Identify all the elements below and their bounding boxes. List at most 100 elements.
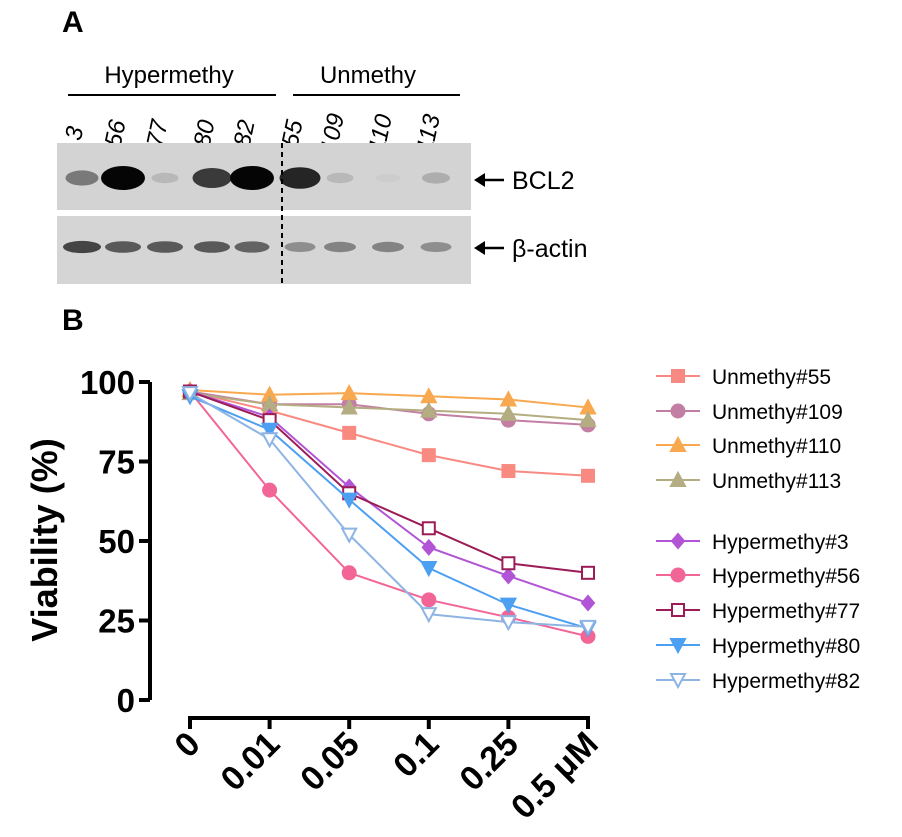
x-axis: 0 0.01 0.05 0.1 0.250.5 μM xyxy=(167,716,606,827)
legend-label: Hypermethy#3 xyxy=(712,531,849,554)
blot-band xyxy=(234,241,270,253)
legend-label: Hypermethy#77 xyxy=(712,600,860,623)
legend-marker xyxy=(671,603,685,617)
y-tick-label: 50 xyxy=(98,523,135,560)
data-point xyxy=(580,594,596,612)
legend-item: Hypermethy#80 xyxy=(656,635,860,658)
legend-item: Unmethy#113 xyxy=(656,470,841,493)
data-point xyxy=(260,432,279,449)
legend-item: Unmethy#110 xyxy=(656,435,841,458)
y-axis-label: Viability (%) xyxy=(24,438,65,641)
legend: Unmethy#55 Unmethy#109 Unmethy#110 Unmethy#… xyxy=(656,366,860,693)
y-tick-label: 100 xyxy=(80,364,135,401)
lane-label: 3 xyxy=(60,123,89,142)
band-label-bcl2: BCL2 xyxy=(512,167,575,195)
legend-label: Hypermethy#82 xyxy=(712,670,860,693)
data-point xyxy=(262,482,278,498)
legend-item: Hypermethy#56 xyxy=(656,565,860,588)
x-tick-label: 0.1 xyxy=(386,725,446,785)
series-unmethy-113 xyxy=(181,384,597,428)
legend-marker xyxy=(669,435,687,452)
data-point xyxy=(181,386,199,403)
data-point xyxy=(581,565,595,580)
arrow-head-actin xyxy=(474,241,485,255)
legend-marker xyxy=(669,470,687,487)
legend-item: Hypermethy#77 xyxy=(656,600,860,623)
x-tick-label: 0.05 xyxy=(293,725,367,799)
series-line xyxy=(189,390,589,574)
series-hypermethy-82 xyxy=(181,386,597,636)
data-point xyxy=(421,592,437,608)
data-point xyxy=(340,492,358,509)
group-label-unmethy: Unmethy xyxy=(320,62,416,89)
legend-marker xyxy=(670,403,686,419)
series-hypermethy-77 xyxy=(183,384,595,580)
series-line xyxy=(189,390,589,477)
x-tick-label: 0.01 xyxy=(214,725,288,799)
y-tick-label: 75 xyxy=(98,444,135,481)
blot-band xyxy=(326,172,354,184)
legend-item: Unmethy#109 xyxy=(656,401,843,424)
legend-label: Unmethy#55 xyxy=(712,366,831,389)
band-label-actin: β-actin xyxy=(512,235,588,263)
legend-item: Unmethy#55 xyxy=(656,366,831,389)
blot-band xyxy=(192,168,232,188)
panel-b-letter: B xyxy=(62,304,84,337)
series-line xyxy=(189,390,589,638)
data-point xyxy=(421,521,436,536)
legend-item: Hypermethy#82 xyxy=(656,670,860,693)
data-point xyxy=(499,597,518,614)
series-layer xyxy=(181,380,597,644)
y-axis: 0 25 50 75 100 xyxy=(80,364,152,719)
blot-band xyxy=(63,240,101,254)
data-point xyxy=(499,615,518,632)
legend-marker xyxy=(669,638,687,655)
blot-band xyxy=(105,241,141,253)
legend-label: Unmethy#109 xyxy=(712,401,843,424)
data-point xyxy=(340,527,358,544)
blot-band xyxy=(284,241,316,253)
series-line xyxy=(189,392,589,628)
data-point xyxy=(420,401,438,418)
y-tick-label: 0 xyxy=(117,682,135,719)
legend-label: Hypermethy#56 xyxy=(712,565,860,588)
blot-band xyxy=(422,172,450,184)
series-hypermethy-56 xyxy=(182,384,596,644)
x-tick-label: 0.5 μM xyxy=(504,725,606,827)
legend-item: Hypermethy#3 xyxy=(656,531,849,554)
data-point xyxy=(342,425,357,440)
arrow-head-bcl2 xyxy=(474,173,485,187)
panel-a-letter: A xyxy=(62,6,84,39)
blot-bands xyxy=(63,166,452,254)
series-line xyxy=(189,395,589,630)
x-tick-label: 0 xyxy=(167,725,207,765)
data-point xyxy=(260,422,279,439)
blot-band xyxy=(324,241,356,253)
data-point xyxy=(421,448,436,463)
legend-marker xyxy=(670,532,686,550)
data-point xyxy=(420,561,438,578)
legend-marker xyxy=(669,673,687,690)
group-label-hypermethy: Hypermethy xyxy=(104,62,233,89)
blot-band xyxy=(151,172,179,184)
data-point xyxy=(340,398,358,415)
blot-band xyxy=(372,241,404,253)
blot-band xyxy=(420,241,452,253)
data-point xyxy=(341,565,357,581)
legend-label: Unmethy#110 xyxy=(712,435,841,458)
blot-band xyxy=(194,241,230,253)
data-point xyxy=(579,619,597,636)
data-point xyxy=(579,411,597,428)
blot-band xyxy=(101,166,145,190)
blot-band xyxy=(279,167,321,189)
blot-band xyxy=(230,166,274,190)
data-point xyxy=(421,538,437,556)
data-point xyxy=(581,468,595,483)
blot-band xyxy=(375,173,401,183)
legend-marker xyxy=(671,369,685,383)
series-line xyxy=(189,392,589,422)
blot-band xyxy=(147,241,183,253)
legend-label: Unmethy#113 xyxy=(712,470,841,493)
data-point xyxy=(420,607,438,624)
